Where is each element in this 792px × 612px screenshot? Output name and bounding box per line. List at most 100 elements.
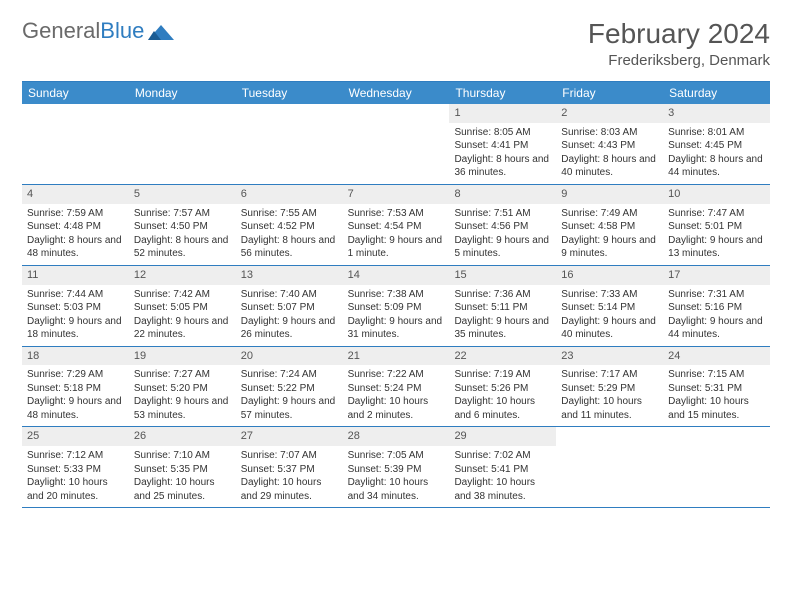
day-body: Sunrise: 7:31 AMSunset: 5:16 PMDaylight:… [663,288,770,342]
sunset-text: Sunset: 5:14 PM [561,301,658,315]
daylight-text: Daylight: 9 hours and 53 minutes. [134,395,231,422]
day-cell: 22Sunrise: 7:19 AMSunset: 5:26 PMDayligh… [449,347,556,427]
day-body: Sunrise: 7:33 AMSunset: 5:14 PMDaylight:… [556,288,663,342]
logo: GeneralBlue [22,18,174,44]
sunset-text: Sunset: 4:41 PM [454,139,551,153]
daylight-text: Daylight: 8 hours and 40 minutes. [561,153,658,180]
day-body: Sunrise: 7:10 AMSunset: 5:35 PMDaylight:… [129,449,236,503]
daylight-text: Daylight: 10 hours and 29 minutes. [241,476,338,503]
sunrise-text: Sunrise: 8:03 AM [561,126,658,140]
day-body: Sunrise: 7:40 AMSunset: 5:07 PMDaylight:… [236,288,343,342]
day-number: 11 [22,266,129,285]
weeks-container: ....1Sunrise: 8:05 AMSunset: 4:41 PMDayl… [22,104,770,508]
month-title: February 2024 [588,18,770,50]
logo-text-2: Blue [100,18,144,44]
day-number: 23 [556,347,663,366]
sunrise-text: Sunrise: 7:07 AM [241,449,338,463]
sunset-text: Sunset: 5:07 PM [241,301,338,315]
sunset-text: Sunset: 5:09 PM [348,301,445,315]
week-row: ....1Sunrise: 8:05 AMSunset: 4:41 PMDayl… [22,104,770,185]
day-number: 3 [663,104,770,123]
title-block: February 2024 Frederiksberg, Denmark [588,18,770,69]
day-header-monday: Monday [129,82,236,104]
daylight-text: Daylight: 8 hours and 52 minutes. [134,234,231,261]
day-number: 2 [556,104,663,123]
daylight-text: Daylight: 9 hours and 26 minutes. [241,315,338,342]
daylight-text: Daylight: 10 hours and 2 minutes. [348,395,445,422]
sunrise-text: Sunrise: 7:27 AM [134,368,231,382]
day-number: 7 [343,185,450,204]
day-cell: 23 Sunrise: 7:17 AMSunset: 5:29 PMDayligh… [556,347,663,427]
day-cell: . [343,104,450,184]
day-body: Sunrise: 7:59 AMSunset: 4:48 PMDaylight:… [22,207,129,261]
day-header-tuesday: Tuesday [236,82,343,104]
day-number: 15 [449,266,556,285]
sunrise-text: Sunrise: 7:42 AM [134,288,231,302]
page-header: GeneralBlue February 2024 Frederiksberg,… [22,18,770,69]
sunrise-text: Sunrise: 7:47 AM [668,207,765,221]
location-label: Frederiksberg, Denmark [588,52,770,69]
day-body: Sunrise: 7:49 AMSunset: 4:58 PMDaylight:… [556,207,663,261]
day-body: Sunrise: 7:51 AMSunset: 4:56 PMDaylight:… [449,207,556,261]
day-header-thursday: Thursday [449,82,556,104]
sunset-text: Sunset: 5:41 PM [454,463,551,477]
day-cell: 29Sunrise: 7:02 AMSunset: 5:41 PMDayligh… [449,427,556,507]
day-cell: 14Sunrise: 7:38 AMSunset: 5:09 PMDayligh… [343,266,450,346]
day-number: 22 [449,347,556,366]
week-row: 18Sunrise: 7:29 AMSunset: 5:18 PMDayligh… [22,347,770,428]
day-number: 14 [343,266,450,285]
daylight-text: Daylight: 10 hours and 20 minutes. [27,476,124,503]
daylight-text: Daylight: 9 hours and 31 minutes. [348,315,445,342]
daylight-text: Daylight: 9 hours and 13 minutes. [668,234,765,261]
sunset-text: Sunset: 5:26 PM [454,382,551,396]
daylight-text: Daylight: 9 hours and 40 minutes. [561,315,658,342]
day-body: Sunrise: 7:55 AMSunset: 4:52 PMDaylight:… [236,207,343,261]
day-number: 5 [129,185,236,204]
daylight-text: Daylight: 9 hours and 9 minutes. [561,234,658,261]
daylight-text: Daylight: 10 hours and 34 minutes. [348,476,445,503]
day-cell: 18Sunrise: 7:29 AMSunset: 5:18 PMDayligh… [22,347,129,427]
day-number: 26 [129,427,236,446]
daylight-text: Daylight: 9 hours and 18 minutes. [27,315,124,342]
daylight-text: Daylight: 9 hours and 5 minutes. [454,234,551,261]
sunrise-text: Sunrise: 7:17 AM [561,368,658,382]
day-body: Sunrise: 7:17 AMSunset: 5:29 PMDaylight:… [556,368,663,422]
day-header-saturday: Saturday [663,82,770,104]
sunrise-text: Sunrise: 7:24 AM [241,368,338,382]
sunset-text: Sunset: 5:39 PM [348,463,445,477]
day-cell: . [236,104,343,184]
day-body: Sunrise: 7:22 AMSunset: 5:24 PMDaylight:… [343,368,450,422]
logo-text-1: General [22,18,100,44]
day-body: Sunrise: 7:42 AMSunset: 5:05 PMDaylight:… [129,288,236,342]
day-cell: 26 Sunrise: 7:10 AMSunset: 5:35 PMDayligh… [129,427,236,507]
day-cell: 17Sunrise: 7:31 AMSunset: 5:16 PMDayligh… [663,266,770,346]
day-cell: 9Sunrise: 7:49 AMSunset: 4:58 PMDaylight… [556,185,663,265]
sunset-text: Sunset: 4:52 PM [241,220,338,234]
daylight-text: Daylight: 9 hours and 1 minute. [348,234,445,261]
week-row: 11Sunrise: 7:44 AMSunset: 5:03 PMDayligh… [22,266,770,347]
sunrise-text: Sunrise: 7:51 AM [454,207,551,221]
sunrise-text: Sunrise: 7:05 AM [348,449,445,463]
daylight-text: Daylight: 9 hours and 35 minutes. [454,315,551,342]
sunset-text: Sunset: 5:31 PM [668,382,765,396]
day-number: 8 [449,185,556,204]
sunset-text: Sunset: 5:22 PM [241,382,338,396]
sunset-text: Sunset: 5:24 PM [348,382,445,396]
daylight-text: Daylight: 10 hours and 6 minutes. [454,395,551,422]
day-cell: 8 Sunrise: 7:51 AMSunset: 4:56 PMDaylight… [449,185,556,265]
sunset-text: Sunset: 5:29 PM [561,382,658,396]
daylight-text: Daylight: 10 hours and 38 minutes. [454,476,551,503]
sunrise-text: Sunrise: 7:12 AM [27,449,124,463]
day-cell: 21Sunrise: 7:22 AMSunset: 5:24 PMDayligh… [343,347,450,427]
day-number: 27 [236,427,343,446]
day-number: 20 [236,347,343,366]
sunrise-text: Sunrise: 7:55 AM [241,207,338,221]
sunset-text: Sunset: 5:03 PM [27,301,124,315]
daylight-text: Daylight: 9 hours and 57 minutes. [241,395,338,422]
daylight-text: Daylight: 8 hours and 56 minutes. [241,234,338,261]
sunrise-text: Sunrise: 7:53 AM [348,207,445,221]
day-cell: 3Sunrise: 8:01 AMSunset: 4:45 PMDaylight… [663,104,770,184]
sunset-text: Sunset: 5:33 PM [27,463,124,477]
sunset-text: Sunset: 4:50 PM [134,220,231,234]
day-number: 18 [22,347,129,366]
